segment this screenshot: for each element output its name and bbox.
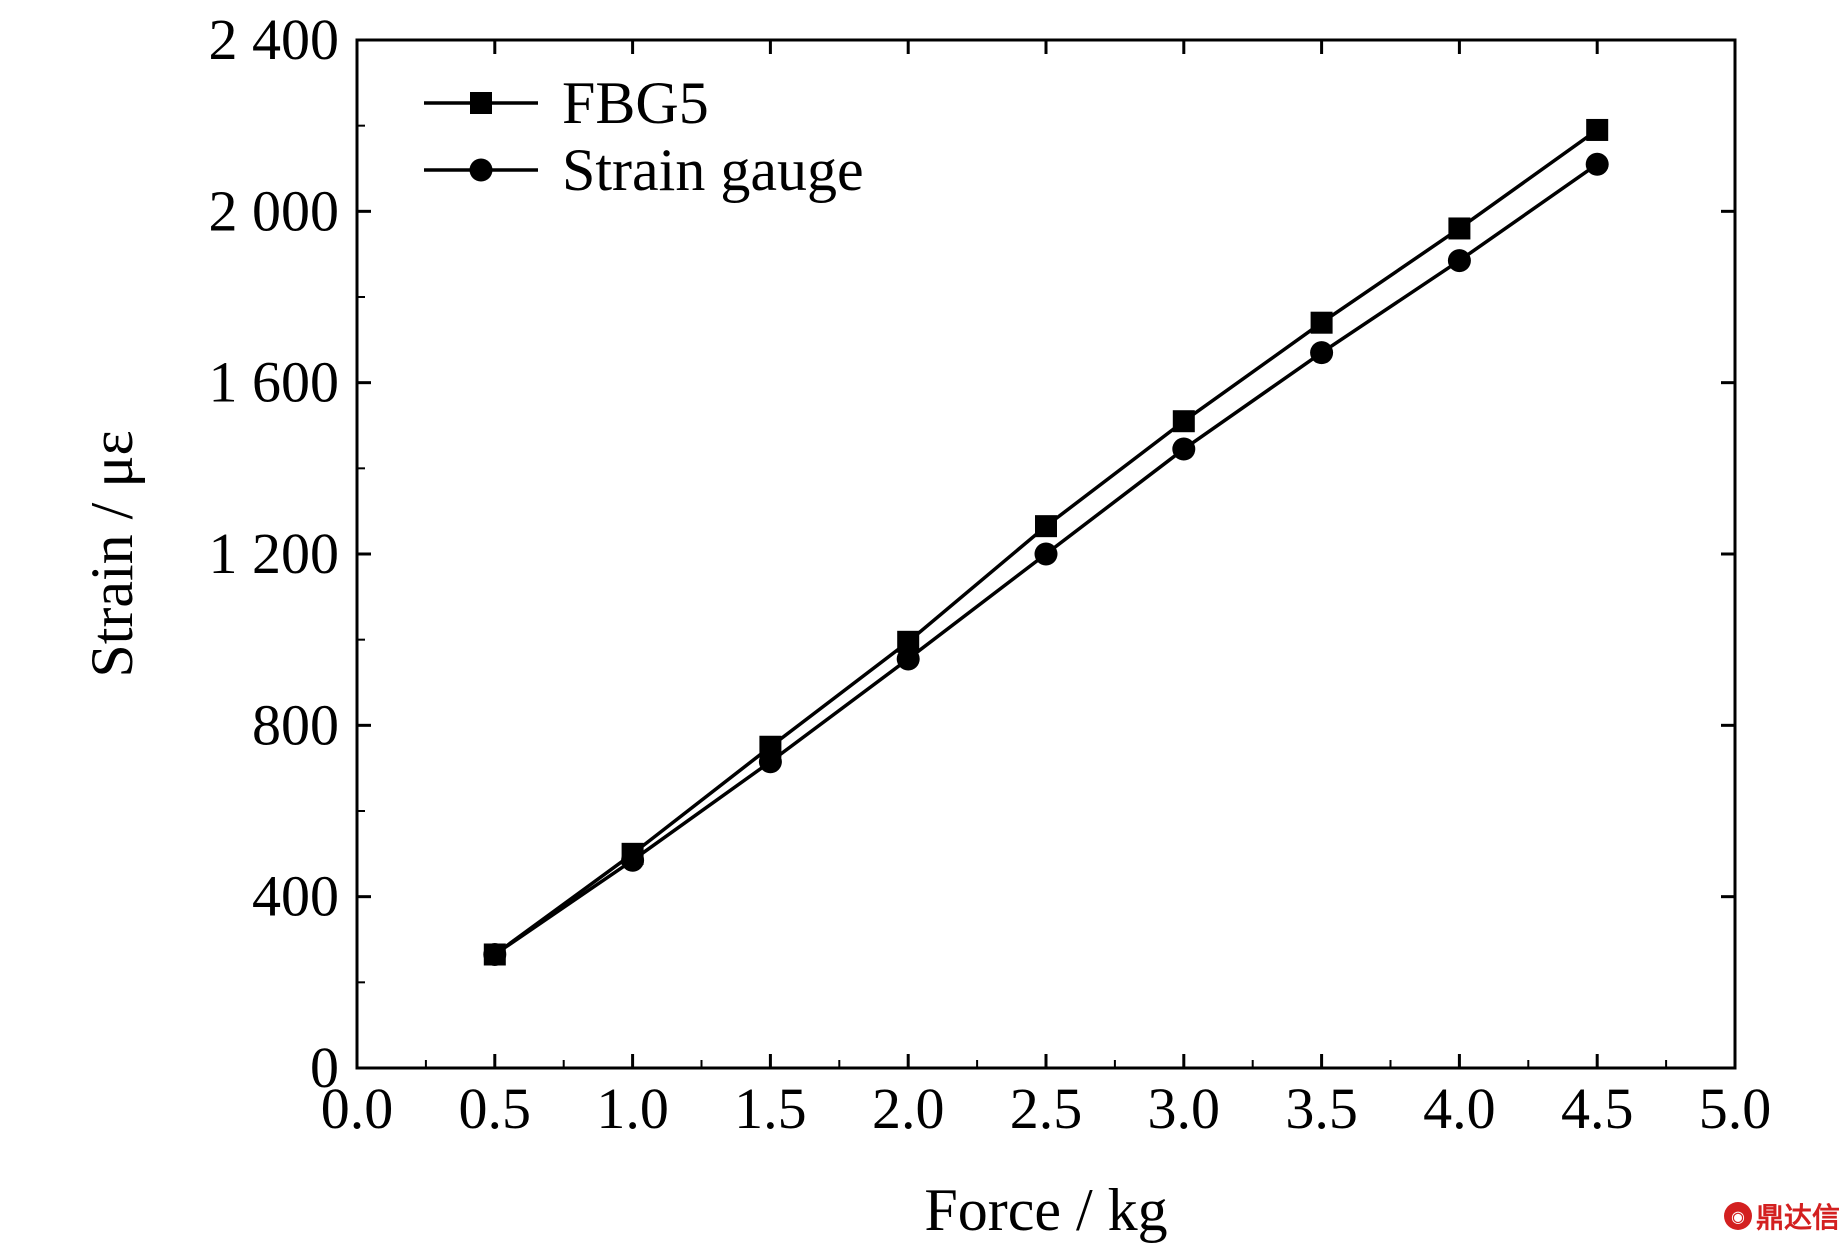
watermark-logo: ◉ 鼎达信: [1723, 1196, 1840, 1236]
series-group: [483, 118, 1609, 966]
data-point: [1585, 152, 1609, 176]
x-tick-label: 1.5: [734, 1076, 807, 1141]
y-tick-label: 400: [252, 864, 339, 929]
x-tick-label: 4.0: [1423, 1076, 1496, 1141]
y-tick-label: 2 000: [209, 178, 340, 243]
x-axis: 0.0 0.5 1.0 1.5 2.0 2.5 3.0 3.5 4.0 4.5 5.0: [321, 40, 1772, 1141]
plot-frame: [355, 38, 1737, 1070]
data-point: [483, 942, 507, 966]
data-point: [1447, 249, 1471, 273]
data-point: [1035, 515, 1057, 538]
data-point: [1172, 410, 1195, 433]
x-tick-label: 5.0: [1699, 1076, 1772, 1141]
data-point: [1448, 217, 1471, 240]
y-tick-label: 1 200: [209, 521, 340, 586]
legend-marker: [469, 158, 493, 182]
x-tick-label: 3.5: [1285, 1076, 1358, 1141]
x-axis-title: Force / kg: [924, 1177, 1167, 1243]
y-axis-title: Strain / με: [79, 430, 145, 677]
x-tick-label: 0.5: [459, 1076, 532, 1141]
series-square: [483, 118, 1609, 966]
data-point: [1586, 118, 1609, 141]
watermark-text: 鼎达信: [1755, 1201, 1840, 1234]
data-point: [1310, 311, 1333, 334]
legend-label: Strain gauge: [562, 137, 864, 203]
x-tick-label: 2.0: [872, 1076, 945, 1141]
legend-label: FBG5: [562, 70, 709, 136]
data-point: [758, 750, 782, 774]
series-circle: [483, 152, 1609, 966]
data-point: [621, 848, 645, 872]
y-tick-label: 800: [252, 692, 339, 757]
x-tick-label: 4.5: [1561, 1076, 1634, 1141]
x-tick-label: 3.0: [1148, 1076, 1221, 1141]
x-tick-label: 2.5: [1010, 1076, 1083, 1141]
series-line: [493, 128, 1599, 956]
y-axis: 0 400 800 1 200 1 600 2 000 2 400: [209, 7, 1735, 1100]
legend-marker: [470, 92, 492, 114]
y-tick-label: 1 600: [209, 350, 340, 415]
data-point: [1172, 437, 1196, 461]
data-point: [897, 630, 920, 653]
y-tick-label: 2 400: [209, 7, 340, 72]
y-tick-label: 0: [310, 1035, 339, 1100]
watermark-icon: ◉: [1723, 1202, 1752, 1230]
x-tick-label: 1.0: [596, 1076, 669, 1141]
data-point: [1034, 542, 1058, 566]
data-point: [1310, 341, 1334, 365]
x-tick-label: 0.0: [321, 1076, 394, 1141]
data-point: [896, 647, 920, 671]
